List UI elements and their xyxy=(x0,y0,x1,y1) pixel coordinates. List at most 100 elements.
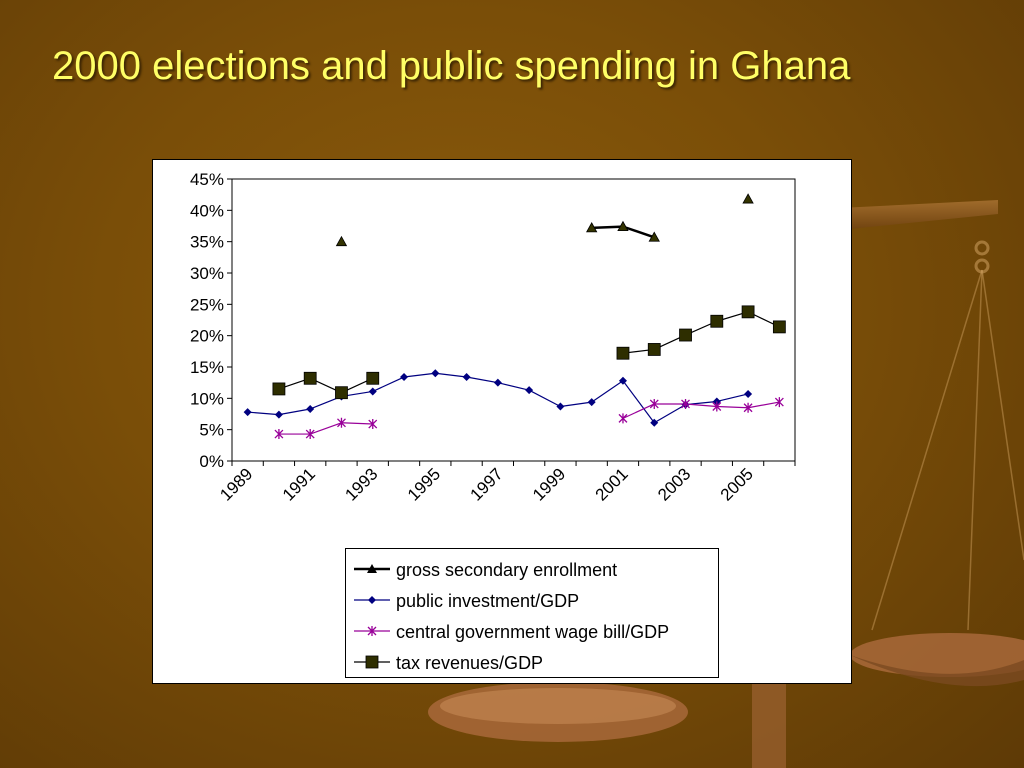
data-point-asterisk xyxy=(774,397,784,408)
y-tick-label: 5% xyxy=(199,421,224,440)
x-tick-labels: 1989 1991 1993 1995 1997 1999 2001 2003 2005 xyxy=(216,464,757,504)
series-line-segment xyxy=(497,382,530,391)
legend-item-gross-secondary-enrollment: gross secondary enrollment xyxy=(346,554,718,584)
x-tick-label: 1991 xyxy=(279,464,319,504)
legend-triangle-marker-icon xyxy=(354,564,390,573)
series-line-segment xyxy=(716,393,749,403)
series-group xyxy=(243,193,786,440)
series-line-segment xyxy=(622,380,655,424)
y-tick-label: 10% xyxy=(190,389,224,408)
line-chart: 0%5%10%15%20%25%30%35%40%45% 1989 1991 199… xyxy=(190,170,796,505)
y-tick-label: 15% xyxy=(190,358,224,377)
data-point-triangle xyxy=(742,193,754,204)
data-point-diamond xyxy=(525,386,534,395)
data-point-diamond xyxy=(712,397,721,406)
series-line-segment xyxy=(435,372,467,378)
series-line-segment xyxy=(403,372,436,378)
series-line-segment xyxy=(560,401,592,408)
data-point-diamond xyxy=(650,418,659,427)
data-point-triangle xyxy=(617,220,629,232)
data-point-asterisk xyxy=(649,398,659,409)
x-tick-label: 1999 xyxy=(529,464,569,504)
series-line-segment xyxy=(278,408,311,416)
data-point-diamond xyxy=(587,398,596,407)
y-tick-label: 35% xyxy=(190,233,224,252)
series-line-segment xyxy=(372,376,405,392)
legend-asterisk-marker-icon xyxy=(354,626,390,636)
series-line-segment xyxy=(466,376,498,384)
chart-panel: 0% 5% 10% 15% 20% 25% 30% 35% 40% 45% 1989 1991 199… xyxy=(152,159,852,684)
data-point-square xyxy=(772,320,786,334)
legend-item-tax-revenues-gdp: tax revenues/GDP xyxy=(346,647,718,677)
data-point-triangle xyxy=(648,231,660,242)
series-line-segment xyxy=(622,225,655,239)
legend-label: public investment/GDP xyxy=(396,591,580,611)
data-point-square xyxy=(647,343,661,356)
x-tick-label: 2001 xyxy=(592,464,632,504)
x-tick-label: 1995 xyxy=(404,464,444,504)
data-point-asterisk xyxy=(368,419,378,430)
data-point-diamond xyxy=(556,402,565,411)
data-point-diamond xyxy=(618,376,627,385)
data-point-asterisk xyxy=(337,417,346,428)
data-point-square xyxy=(679,328,692,342)
series-line-segment xyxy=(591,380,624,403)
series-gross-secondary-enrollment xyxy=(335,193,754,247)
x-tick-label: 1993 xyxy=(341,464,381,504)
legend-item-public-investment-gdp: public investment/GDP xyxy=(346,585,718,615)
data-point-asterisk xyxy=(305,429,315,440)
data-point-diamond xyxy=(431,369,440,378)
data-point-asterisk xyxy=(712,401,722,412)
data-point-triangle xyxy=(586,222,598,233)
y-tick-label: 25% xyxy=(190,295,224,314)
y-tick-label: 20% xyxy=(190,327,224,346)
y-tick-labels: 0% 5% 10% 15% 20% 25% 30% 35% 40% 45% xyxy=(190,170,224,471)
legend-label: gross secondary enrollment xyxy=(396,560,618,580)
slide-title: 2000 elections and public spending in Gh… xyxy=(52,44,851,88)
x-tick-label: 2003 xyxy=(654,464,694,504)
series-line-segment xyxy=(685,403,717,408)
x-tick-label: 1997 xyxy=(467,464,507,504)
data-point-diamond xyxy=(243,408,252,417)
data-point-diamond xyxy=(462,373,471,382)
series-public-investment-gdp xyxy=(243,369,753,427)
data-point-square xyxy=(616,346,630,360)
y-tick-label: 45% xyxy=(190,170,224,189)
data-point-square xyxy=(335,386,348,400)
series-line-segment xyxy=(247,411,279,416)
data-point-diamond xyxy=(493,378,502,387)
legend-item-central-government-wage-bill-gdp: central government wage bill/GDP xyxy=(346,616,718,646)
y-tick-label: 30% xyxy=(190,264,224,283)
data-point-asterisk xyxy=(618,413,628,424)
data-point-diamond xyxy=(306,404,315,413)
data-point-square xyxy=(272,382,286,396)
series-line-segment xyxy=(309,422,342,435)
chart-legend: gross secondary enrollment public invest… xyxy=(345,548,719,678)
data-point-asterisk xyxy=(681,398,690,409)
data-point-asterisk xyxy=(274,429,284,440)
data-point-square xyxy=(710,314,724,328)
series-line-segment xyxy=(341,422,373,425)
x-tick-label: 2005 xyxy=(717,464,757,504)
legend-label: tax revenues/GDP xyxy=(396,653,544,673)
series-tax-revenues-gdp xyxy=(272,305,786,400)
data-point-asterisk xyxy=(743,402,753,413)
series-line-segment xyxy=(528,389,561,408)
series-line-segment xyxy=(747,401,780,409)
series-line-segment xyxy=(653,404,686,424)
y-tick-label: 40% xyxy=(190,201,224,220)
legend-diamond-marker-icon xyxy=(354,596,390,604)
legend-square-marker-icon xyxy=(354,655,390,669)
data-point-square xyxy=(303,371,317,385)
data-point-square xyxy=(741,305,755,319)
legend-label: central government wage bill/GDP xyxy=(396,622,670,642)
data-point-diamond xyxy=(744,389,753,398)
data-point-triangle xyxy=(335,235,348,247)
data-point-diamond xyxy=(274,410,283,419)
y-tick-label: 0% xyxy=(199,452,224,471)
data-point-square xyxy=(366,371,380,385)
data-point-diamond xyxy=(400,373,409,382)
series-line-segment xyxy=(622,403,655,419)
series-line-segment xyxy=(716,405,749,409)
